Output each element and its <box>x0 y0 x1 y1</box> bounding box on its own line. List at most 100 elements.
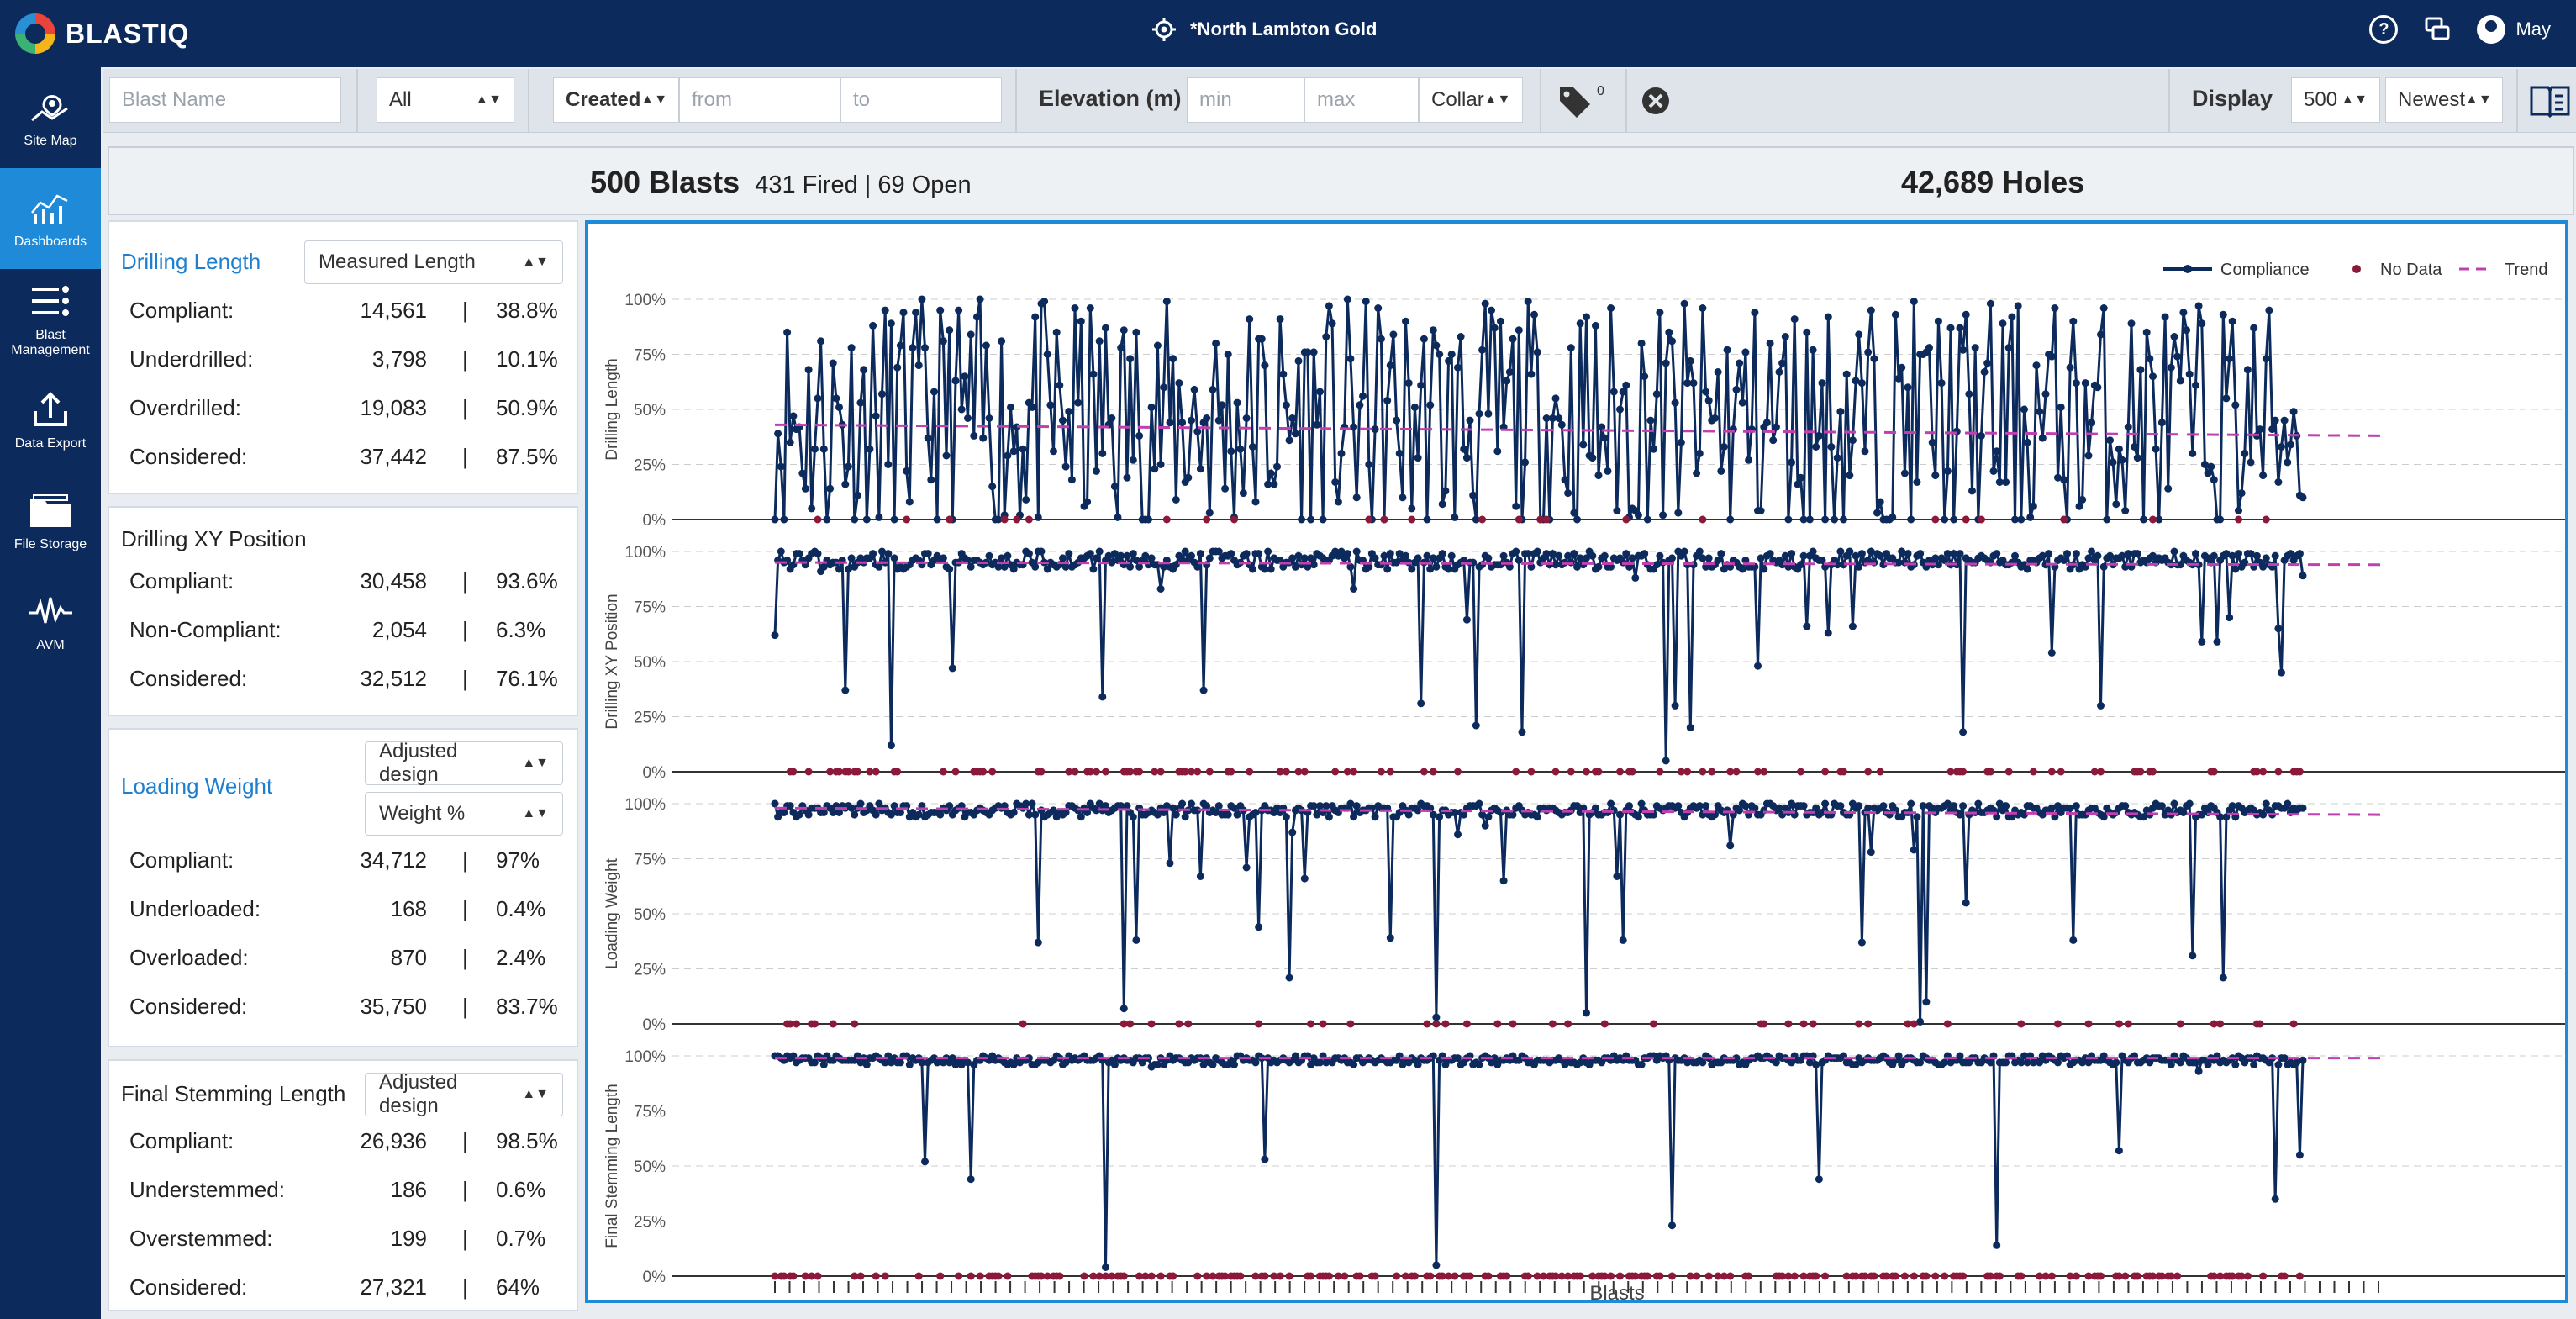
compliance-point <box>1864 804 1873 812</box>
site-selector[interactable]: *North Lambton Gold <box>1151 17 1377 42</box>
stat-row: Considered: 37,442 | 87.5% <box>129 444 566 469</box>
guide-book-icon[interactable] <box>2530 82 2570 118</box>
no-data-point <box>1445 1272 1452 1280</box>
compliance-point <box>1478 346 1487 354</box>
compliance-point <box>1950 550 1958 558</box>
compliance-point <box>1050 806 1057 815</box>
length-type-select[interactable]: Measured Length ▲▼ <box>304 240 563 284</box>
compliance-point <box>1325 813 1333 821</box>
no-data-point <box>2149 768 2157 776</box>
compliance-point <box>1968 487 1976 495</box>
compliance-chart[interactable]: Compliance No Data Trend 0% 25% 50% 75% 100% Dri… <box>588 224 2565 1300</box>
compliance-point <box>1298 515 1306 524</box>
compliance-point <box>948 1054 956 1063</box>
compliance-point <box>1429 810 1437 819</box>
stat-label: Non-Compliant: <box>129 617 282 642</box>
compliance-point <box>1153 810 1162 819</box>
compliance-point <box>1959 728 1968 736</box>
logo[interactable]: BLASTIQ <box>15 12 189 55</box>
compliance-point <box>1864 348 1873 356</box>
compliance-point <box>1334 498 1342 506</box>
user-menu[interactable]: May <box>2477 15 2551 44</box>
design-type-select[interactable]: Adjusted design ▲▼ <box>365 1071 563 1117</box>
elevation-ref-select[interactable]: Collar ▲▼ <box>1419 77 1523 123</box>
compliance-point <box>1723 346 1731 354</box>
compliance-point <box>1255 550 1263 558</box>
sidebar-item-avm[interactable]: AVM <box>0 572 101 673</box>
compliance-point <box>1609 388 1618 396</box>
chat-icon[interactable] <box>2423 15 2452 44</box>
card-title[interactable]: Drilling Length <box>121 249 261 274</box>
no-data-point <box>1126 768 1135 776</box>
compliance-point <box>2084 1058 2093 1067</box>
elevation-min-input[interactable]: min <box>1187 77 1304 123</box>
compliance-point <box>1812 804 1820 812</box>
compliance-point <box>1857 379 1866 388</box>
sidebar-item-blast-management[interactable]: Blast Management <box>0 269 101 370</box>
no-data-point <box>2237 1272 2246 1280</box>
compliance-point <box>1555 414 1563 422</box>
compliance-point <box>1313 810 1321 819</box>
weight-unit-select[interactable]: Weight % ▲▼ <box>365 792 563 836</box>
clear-filters-icon[interactable] <box>1641 86 1671 116</box>
no-data-point <box>1025 515 1033 524</box>
location-icon <box>1152 18 1176 41</box>
design-type-select[interactable]: Adjusted design ▲▼ <box>365 740 563 786</box>
no-data-point <box>988 768 997 776</box>
compliance-point <box>1420 335 1428 343</box>
compliance-point <box>1132 328 1140 336</box>
date-type-select[interactable]: Created ▲▼ <box>553 77 679 123</box>
compliance-point <box>1533 348 1541 356</box>
compliance-point <box>826 484 835 493</box>
compliance-point <box>1622 550 1630 558</box>
compliance-point <box>884 550 893 558</box>
compliance-point <box>2204 1061 2212 1068</box>
compliance-point <box>1788 1058 1796 1067</box>
sidebar-item-data-export[interactable]: Data Export <box>0 370 101 471</box>
compliance-point <box>1738 565 1746 573</box>
stat-count: 3,798 <box>371 346 427 372</box>
stat-label: Compliant: <box>129 298 234 323</box>
compliance-point <box>1350 585 1358 593</box>
compliance-point <box>1515 557 1523 564</box>
compliance-point <box>2118 551 2126 560</box>
compliance-point <box>1941 1058 1949 1067</box>
compliance-point <box>1699 304 1707 312</box>
sort-select[interactable]: Newest ▲▼ <box>2385 77 2503 123</box>
elevation-max-input[interactable]: max <box>1304 77 1419 123</box>
help-icon[interactable]: ? <box>2369 15 2399 44</box>
compliance-point <box>2109 458 2117 467</box>
no-data-point <box>1307 1272 1315 1280</box>
compliance-point <box>2072 379 2080 388</box>
card-title[interactable]: Loading Weight <box>121 773 273 799</box>
compliance-point <box>1583 313 1590 321</box>
sidebar-item-dashboards[interactable]: Dashboards <box>0 168 101 269</box>
no-data-point <box>2017 1272 2026 1280</box>
compliance-point <box>1689 379 1698 388</box>
no-data-point <box>1346 1020 1355 1028</box>
sidebar-item-site-map[interactable]: Site Map <box>0 67 101 168</box>
compliance-point <box>1359 392 1367 400</box>
compliance-point <box>2189 449 2197 457</box>
no-data-point <box>1668 1272 1676 1280</box>
display-count-select[interactable]: 500 ▲▼ <box>2291 77 2380 123</box>
sidebar-item-file-storage[interactable]: File Storage <box>0 471 101 572</box>
compliance-point <box>1261 565 1269 573</box>
compliance-point <box>2060 476 2068 484</box>
compliance-point <box>1117 802 1125 810</box>
compliance-point <box>819 809 828 816</box>
y-axis-label: Loading Weight <box>603 857 621 968</box>
compliance-point <box>1181 813 1189 821</box>
date-to-input[interactable]: to <box>840 77 1002 123</box>
blast-name-input[interactable]: Blast Name <box>109 77 341 123</box>
compliance-point <box>1233 398 1241 407</box>
compliance-point <box>1025 550 1033 558</box>
tag-filter[interactable]: 0 <box>1558 84 1604 118</box>
compliance-point <box>1313 420 1321 429</box>
date-from-input[interactable]: from <box>679 77 840 123</box>
stat-count: 35,750 <box>360 994 427 1019</box>
status-select[interactable]: All ▲▼ <box>377 77 514 123</box>
blast-summary: 500 Blasts 431 Fired | 69 Open <box>590 165 972 200</box>
stat-pct: 38.8% <box>496 298 558 323</box>
compliance-point <box>866 445 874 453</box>
